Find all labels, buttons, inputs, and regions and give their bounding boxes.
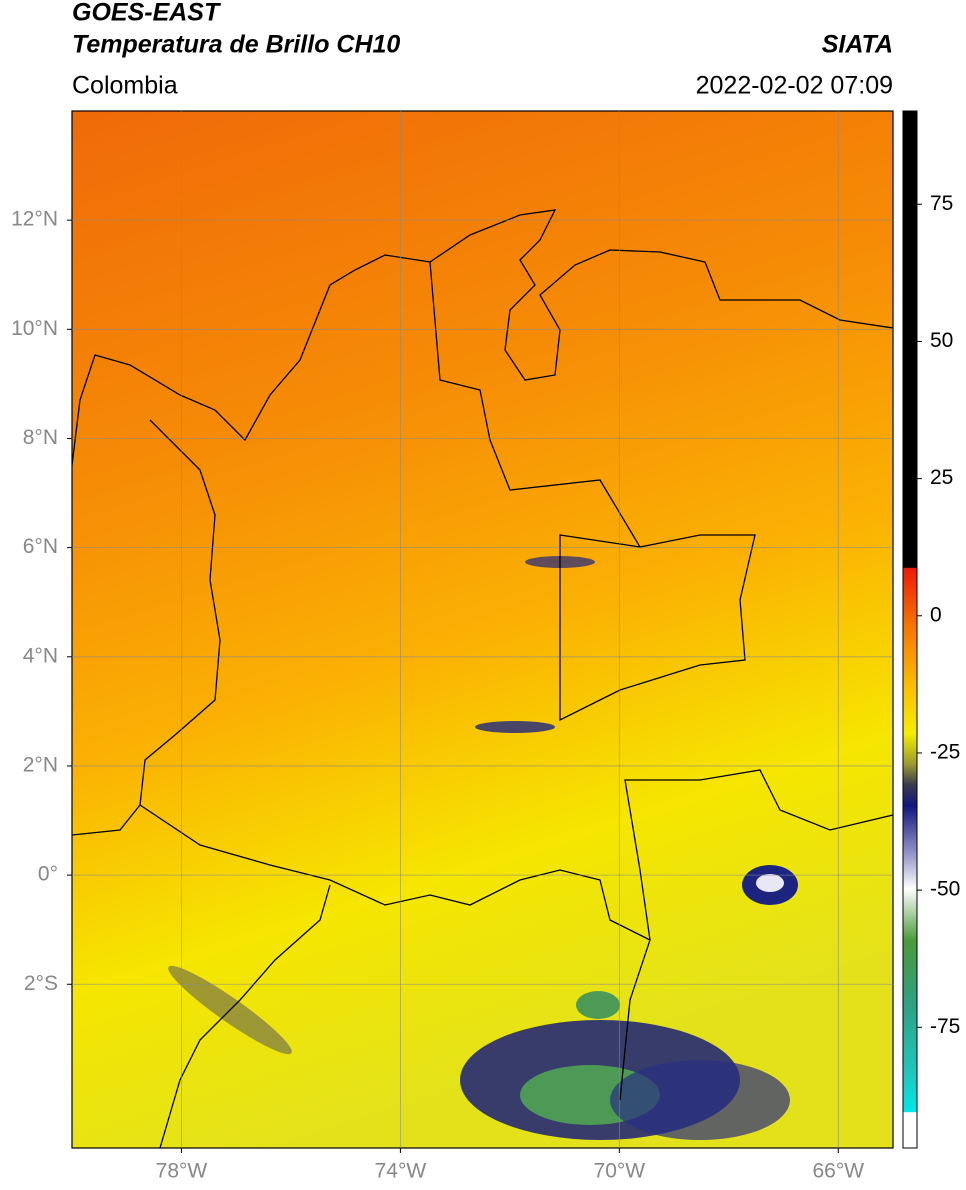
x-tick-label: 70°W bbox=[594, 1160, 646, 1183]
colorbar-tick-label: 0 bbox=[930, 603, 942, 626]
x-tick-label: 66°W bbox=[812, 1160, 864, 1183]
colorbar bbox=[902, 110, 918, 1149]
coastline bbox=[159, 884, 331, 1148]
y-tick-label: 0° bbox=[38, 863, 58, 886]
y-tick-label: 2°N bbox=[23, 753, 58, 776]
y-tick-label: 10°N bbox=[11, 317, 58, 340]
cold-cloud bbox=[610, 1060, 790, 1140]
colorbar-tick-label: 50 bbox=[930, 329, 953, 352]
colorbar-tick-label: 75 bbox=[930, 192, 953, 215]
map-frame bbox=[71, 110, 894, 1149]
colorbar-tick-label: -75 bbox=[930, 1015, 960, 1038]
cold-cloud bbox=[756, 874, 784, 892]
y-tick-label: 8°N bbox=[23, 426, 58, 449]
colorbar-tick-label: -50 bbox=[930, 878, 960, 901]
x-tick-label: 78°W bbox=[156, 1160, 208, 1183]
coastline bbox=[72, 209, 893, 466]
x-tick-label: 74°W bbox=[375, 1160, 427, 1183]
imagery bbox=[72, 111, 893, 1148]
colorbar-tick-label: 25 bbox=[930, 466, 953, 489]
region: Colombia bbox=[72, 72, 178, 100]
y-tick-label: 12°N bbox=[11, 208, 58, 231]
cold-cloud bbox=[475, 721, 555, 733]
country-border bbox=[72, 261, 893, 1101]
y-tick-label: 4°N bbox=[23, 644, 58, 667]
colorbar-tick-label: -25 bbox=[930, 740, 960, 763]
subtitle: Temperatura de Brillo CH10 bbox=[72, 31, 400, 59]
cold-cloud bbox=[576, 991, 620, 1019]
y-tick-label: 2°S bbox=[24, 972, 58, 995]
title: GOES-EAST bbox=[72, 0, 222, 27]
brightness-field bbox=[72, 111, 893, 1148]
datetime: 2022-02-02 07:09 bbox=[696, 72, 893, 100]
source: SIATA bbox=[822, 31, 893, 59]
y-tick-label: 6°N bbox=[23, 535, 58, 558]
